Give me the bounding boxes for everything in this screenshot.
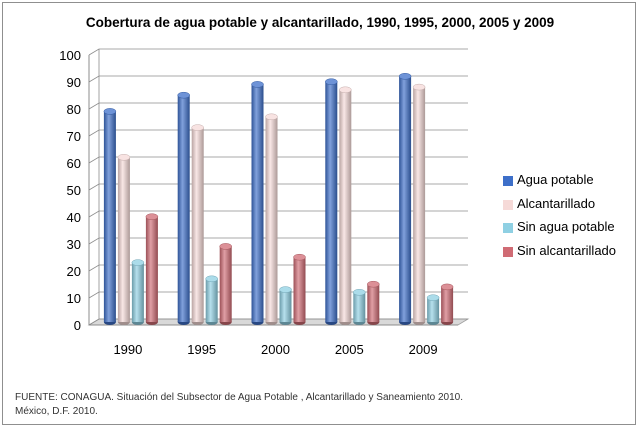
bar-top <box>103 108 117 115</box>
bar <box>117 157 130 322</box>
legend-label: Sin agua potable <box>517 219 615 235</box>
legend-swatch <box>503 247 513 258</box>
bar <box>131 262 144 322</box>
chart-title: Cobertura de agua potable y alcantarilla… <box>85 15 555 30</box>
source-line-2: México, D.F. 2010. <box>15 406 98 417</box>
source-note: FUENTE: CONAGUA. Situación del Subsector… <box>15 391 625 419</box>
y-tick-label: 30 <box>67 237 81 252</box>
bar-top <box>117 154 131 161</box>
bar <box>205 278 218 322</box>
y-tick-label: 40 <box>67 210 81 225</box>
bar-top <box>205 275 218 283</box>
bar <box>367 284 380 322</box>
x-tick-label: 2000 <box>261 342 290 357</box>
bar <box>293 257 306 322</box>
bar-top <box>251 81 264 88</box>
bar-top <box>353 289 366 296</box>
x-tick-label: 2009 <box>409 342 438 357</box>
bar-top <box>293 253 306 261</box>
bar <box>325 81 338 322</box>
bar <box>103 111 116 323</box>
bar <box>279 289 292 322</box>
bar-top <box>191 124 204 131</box>
bar <box>441 286 454 322</box>
bar-top <box>426 294 440 301</box>
bar <box>177 95 190 322</box>
bar-top <box>412 83 426 91</box>
chart-frame: Cobertura de agua potable y alcantarilla… <box>2 2 636 425</box>
bar <box>145 216 158 322</box>
x-tick-label: 2005 <box>335 342 364 357</box>
y-tick-label: 70 <box>67 129 81 144</box>
y-tick-label: 100 <box>59 48 81 63</box>
bar <box>191 127 204 322</box>
y-tick-label: 10 <box>67 291 81 306</box>
legend-swatch <box>503 199 513 210</box>
bar <box>339 89 352 322</box>
bar-top <box>219 243 232 250</box>
chart-floor <box>87 318 470 326</box>
source-line-1: FUENTE: CONAGUA. Situación del Subsector… <box>15 392 464 403</box>
bar-top <box>177 91 190 99</box>
bar-top <box>131 259 145 266</box>
bar <box>413 87 426 322</box>
bar-top <box>145 213 159 220</box>
y-tick-label: 80 <box>67 102 81 117</box>
bar-top <box>339 86 352 94</box>
bar-top <box>279 286 292 293</box>
y-tick-label: 50 <box>67 183 81 198</box>
bar <box>219 246 232 322</box>
bar <box>399 76 412 322</box>
bar-top <box>440 283 454 291</box>
legend-label: Sin alcantarillado <box>517 243 617 259</box>
bar <box>427 297 440 322</box>
y-tick-label: 60 <box>67 156 81 171</box>
bar-top <box>265 113 278 121</box>
x-tick-label: 1990 <box>113 342 142 357</box>
y-tick-label: 20 <box>67 264 81 279</box>
legend-label: Alcantarillado <box>517 195 596 211</box>
legend-swatch <box>503 176 513 186</box>
bar-top <box>367 280 380 288</box>
bar <box>251 84 264 323</box>
bar-top <box>325 78 338 85</box>
bar <box>353 292 366 322</box>
chart-plot-area: 0 10 20 30 40 50 60 70 80 90 100 1990 1995 2000 2005 20… <box>59 48 470 357</box>
bar <box>265 116 278 322</box>
y-tick-label: 90 <box>67 75 81 90</box>
legend-swatch <box>503 223 513 234</box>
y-tick-label: 0 <box>74 318 81 333</box>
x-tick-label: 1995 <box>187 342 216 357</box>
legend-label: Agua potable <box>517 172 594 187</box>
bar-top <box>398 73 412 80</box>
